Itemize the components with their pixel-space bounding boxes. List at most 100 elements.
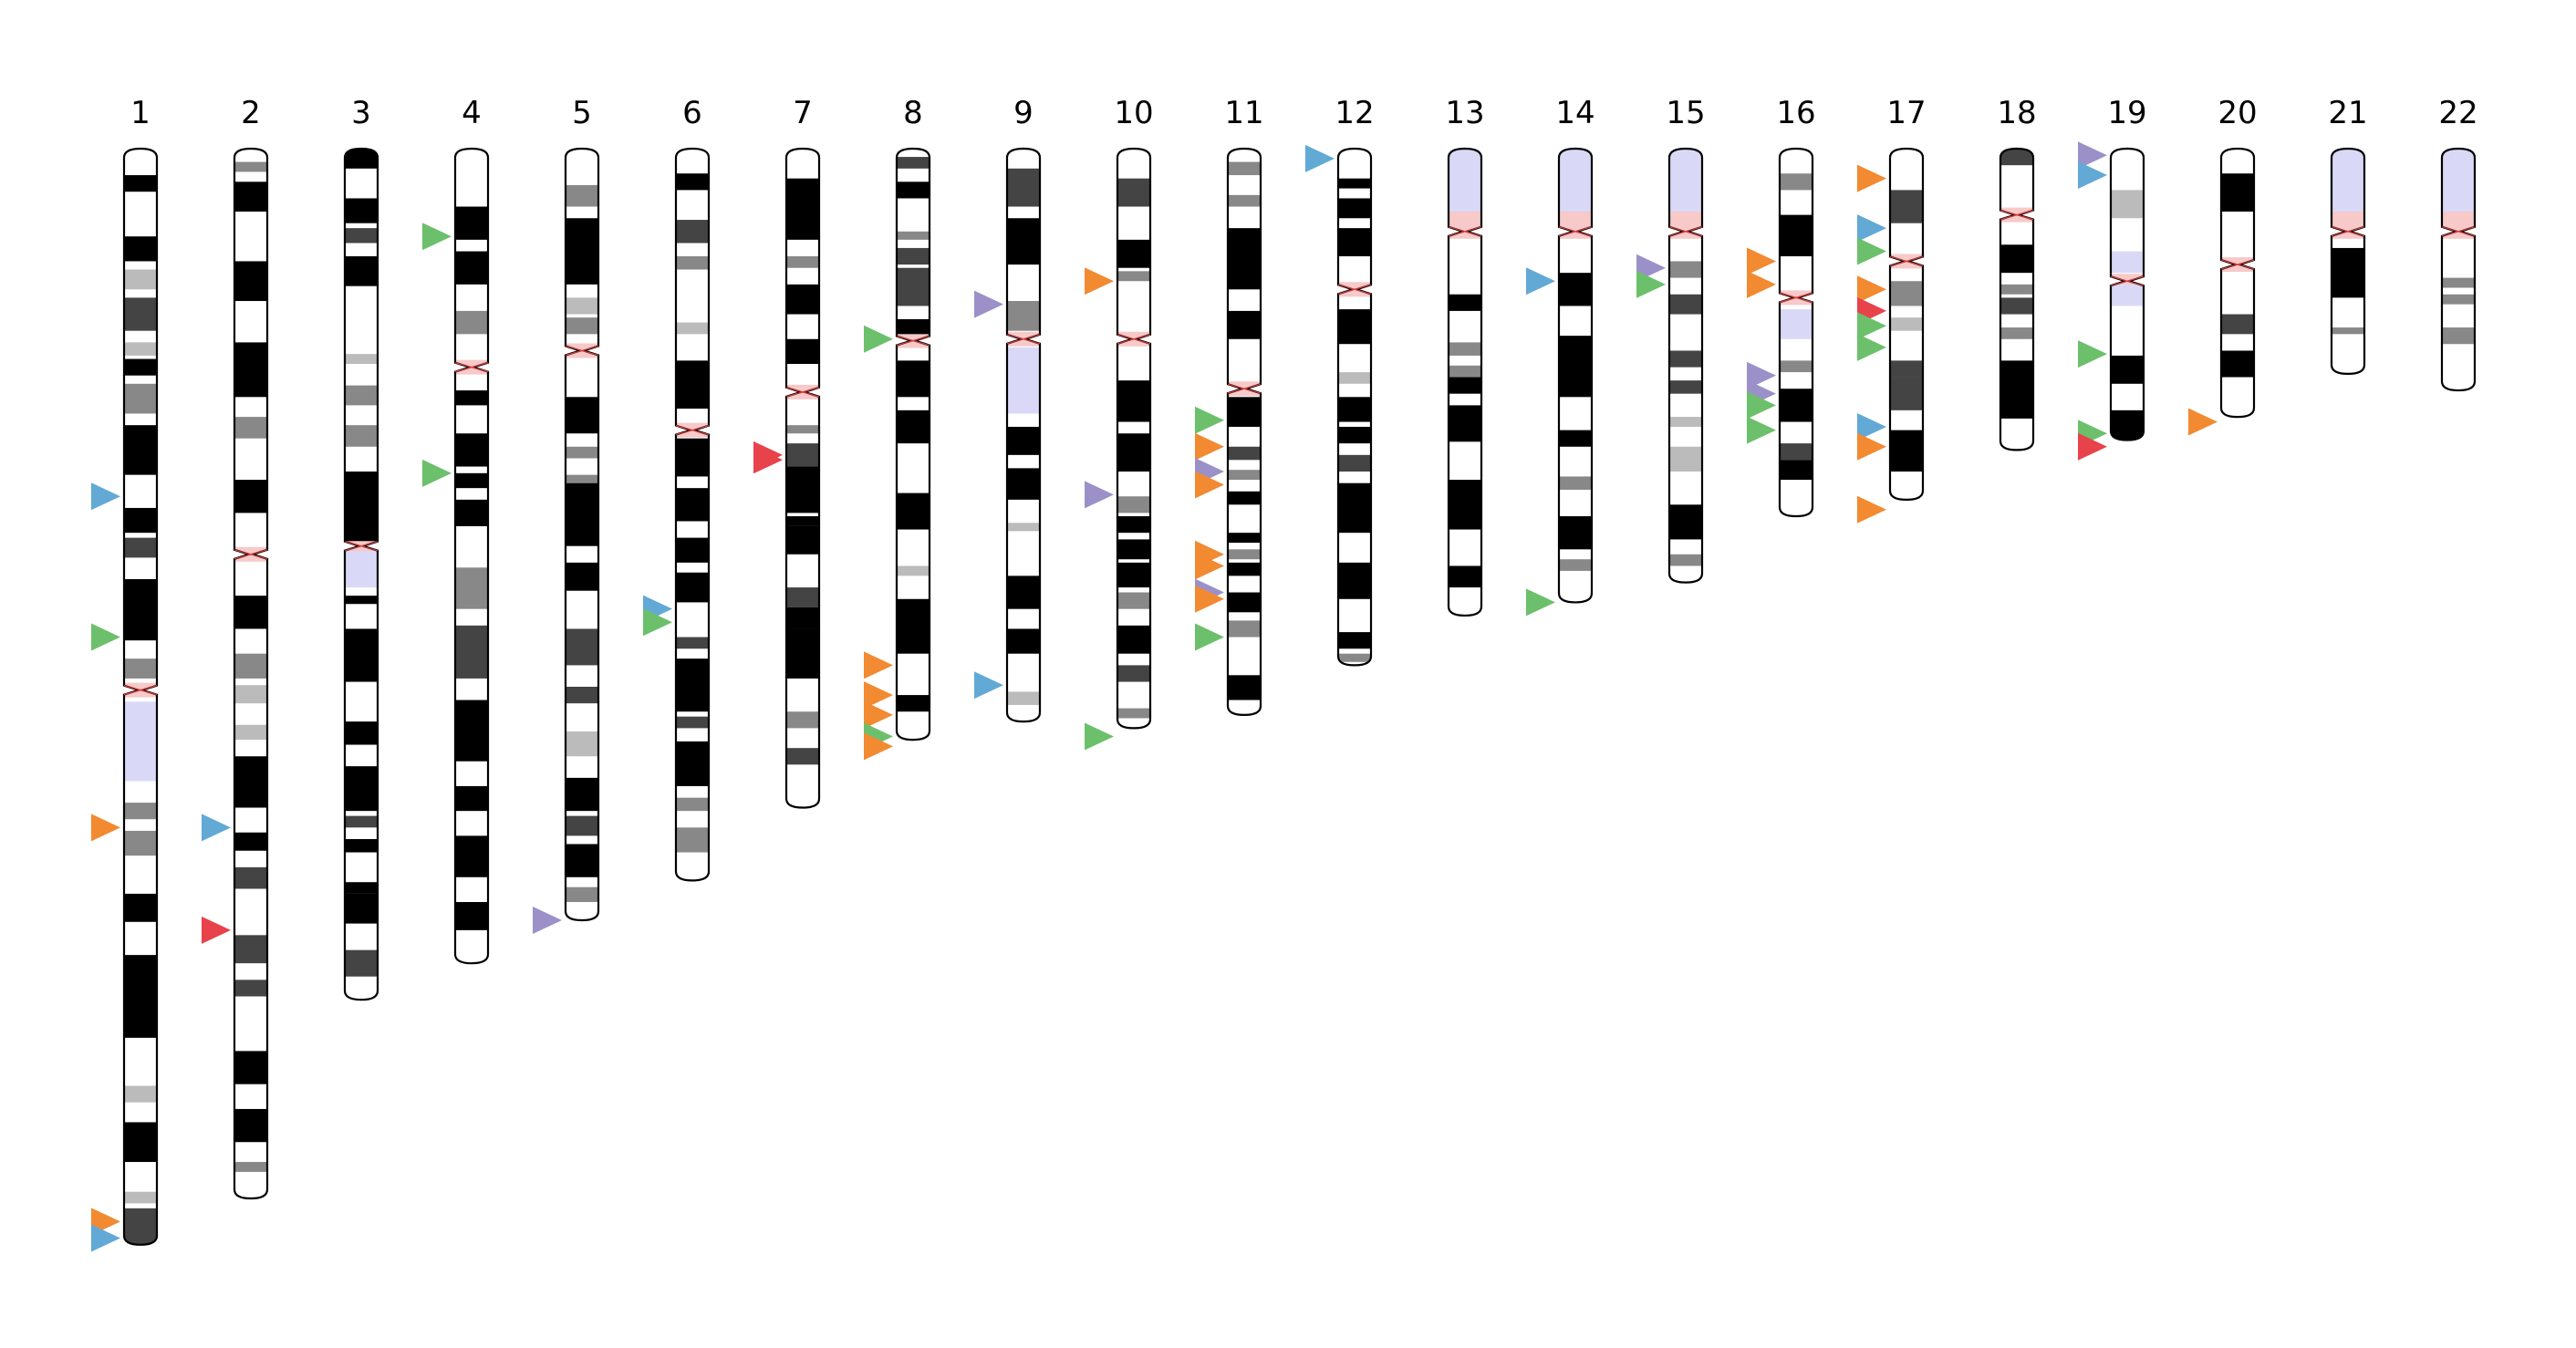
band	[124, 383, 157, 414]
band-set	[1228, 161, 1261, 700]
annotation-marker-orange	[864, 700, 893, 729]
band	[234, 980, 267, 997]
annotation-marker-purple	[1085, 481, 1114, 509]
centromere-lines	[2331, 226, 2365, 237]
band	[2221, 314, 2254, 335]
chromosome-outline	[343, 147, 379, 1001]
band	[676, 741, 709, 752]
band	[786, 284, 819, 315]
band	[2000, 360, 2033, 419]
band	[124, 1122, 157, 1163]
band	[1117, 665, 1150, 682]
band	[566, 844, 598, 877]
band	[566, 815, 598, 836]
annotation-marker-orange	[1747, 270, 1776, 298]
chromosome-label: 10	[1114, 95, 1153, 131]
annotation-marker-green	[864, 325, 893, 353]
chromosome-outline	[895, 147, 931, 741]
band	[124, 358, 157, 376]
band-set	[1117, 178, 1150, 719]
band-set	[1449, 149, 1481, 588]
chromosome-label: 18	[1997, 95, 2036, 131]
annotation-marker-blue	[1526, 267, 1555, 296]
chromosome-outline	[1447, 147, 1483, 617]
band	[345, 882, 378, 894]
band	[1559, 476, 1592, 490]
band	[234, 832, 267, 851]
band	[786, 587, 819, 607]
band	[786, 525, 819, 555]
band	[124, 236, 157, 262]
band	[1669, 504, 1702, 540]
annotation-marker-green	[422, 459, 452, 487]
band	[566, 184, 598, 207]
annotation-marker-green	[1857, 312, 1886, 340]
chromosome-12: 12	[1335, 95, 1375, 667]
band-set	[566, 184, 598, 903]
chromosome-outline	[2330, 147, 2366, 375]
band	[2000, 244, 2033, 274]
band	[345, 256, 378, 286]
annotation-marker-blue	[1857, 412, 1886, 441]
centromere-lines	[2220, 259, 2255, 270]
band	[1780, 360, 1813, 373]
band	[1449, 294, 1481, 311]
band-set	[1338, 178, 1371, 662]
band	[897, 360, 930, 398]
band	[2332, 247, 2364, 298]
annotation-marker-green	[643, 608, 672, 637]
band	[234, 181, 267, 212]
chromosome-5: 5	[564, 95, 600, 922]
band	[234, 1162, 267, 1172]
band	[1890, 317, 1923, 331]
heterochromatin-band	[2442, 149, 2475, 212]
chromosome-label: 17	[1886, 95, 1926, 131]
chromosome-2: 2	[233, 95, 269, 1200]
annotation-marker-green	[91, 623, 120, 651]
annotation-marker-orange	[1857, 432, 1886, 461]
band	[234, 685, 267, 704]
centromere-lines	[785, 387, 820, 398]
band	[1338, 228, 1371, 257]
annotation-marker-purple	[2078, 141, 2107, 170]
band	[2332, 211, 2364, 232]
annotation-marker-purple	[974, 290, 1003, 318]
annotation-marker-green	[1195, 406, 1224, 434]
heterochromatin-band	[1780, 309, 1813, 339]
band	[1007, 168, 1040, 207]
chromosome-8: 8	[895, 95, 931, 741]
band	[786, 425, 819, 434]
band	[676, 658, 709, 712]
band	[566, 777, 598, 812]
band	[566, 482, 598, 546]
band	[1338, 198, 1371, 219]
band	[1890, 360, 1923, 378]
band	[1007, 575, 1040, 609]
annotation-marker-orange	[1857, 275, 1886, 304]
band	[1228, 592, 1261, 613]
annotation-marker-orange	[1085, 267, 1114, 296]
chromosome-outline	[1778, 147, 1814, 518]
centromere-lines	[896, 336, 930, 347]
band-set	[1780, 173, 1813, 481]
band	[1117, 271, 1150, 282]
heterochromatin-band	[1559, 149, 1592, 212]
band	[1117, 539, 1150, 560]
band	[1449, 480, 1481, 530]
band	[1007, 628, 1040, 654]
band	[2442, 327, 2475, 345]
chromosome-17: 17	[1886, 95, 1927, 501]
chromosome-label: 2	[241, 95, 261, 131]
band	[455, 499, 488, 526]
band	[1890, 377, 1923, 410]
band	[455, 206, 488, 240]
band	[676, 220, 709, 244]
band	[1449, 342, 1481, 356]
band	[345, 721, 378, 745]
band	[1117, 178, 1150, 207]
band-set	[234, 161, 267, 1172]
chromosome-10: 10	[1114, 95, 1154, 730]
chromosome-outline	[453, 147, 490, 965]
chromosome-label: 19	[2107, 95, 2146, 131]
centromere-lines	[2110, 275, 2145, 286]
